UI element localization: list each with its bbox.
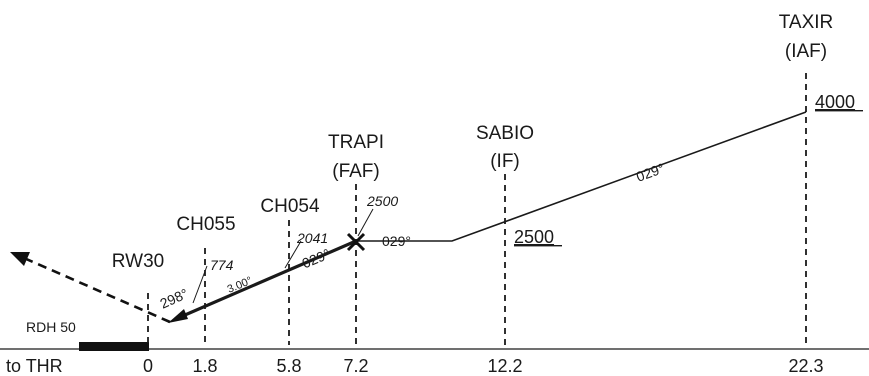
- missed-approach-path: [23, 256, 171, 324]
- leader-trapi: [357, 208, 374, 237]
- rdh-label: RDH 50: [26, 319, 76, 335]
- level-segment-path: [356, 111, 807, 242]
- label-sabio-role: (IF): [490, 151, 520, 172]
- course-level: 029°: [382, 233, 411, 249]
- distance-trapi: 7.2: [343, 356, 368, 376]
- course-final: 029°: [300, 245, 333, 271]
- label-taxir-role: (IAF): [785, 41, 827, 62]
- altitude-ch055: 774: [210, 257, 234, 273]
- label-rw30: RW30: [112, 251, 164, 272]
- label-trapi: TRAPI: [328, 132, 384, 153]
- altitude-ch054: 2041: [296, 230, 328, 246]
- label-sabio: SABIO: [476, 123, 534, 144]
- distance-rw30: 0: [143, 356, 153, 376]
- underline-sabio: [514, 245, 562, 247]
- leader-ch055: [192, 265, 208, 304]
- altitude-sabio: 2500: [514, 227, 554, 247]
- distance-sabio: 12.2: [487, 356, 522, 376]
- label-taxir: TAXIR: [779, 12, 834, 33]
- label-ch055: CH055: [176, 214, 235, 235]
- runway-bar: [79, 342, 149, 351]
- label-ch054: CH054: [260, 196, 320, 217]
- faf-cross-icon: [346, 232, 366, 252]
- distance-label: to THR: [6, 356, 63, 376]
- final-approach-path: [177, 239, 357, 320]
- distance-ch055: 1.8: [192, 356, 217, 376]
- altitude-taxir: 4000: [815, 92, 855, 112]
- course-initial: 029°: [634, 160, 667, 185]
- final-approach-arrowhead: [168, 309, 188, 323]
- course-missed: 298°: [157, 285, 190, 311]
- leader-ch054: [284, 240, 302, 269]
- distance-ch054: 5.8: [276, 356, 301, 376]
- distance-taxir: 22.3: [788, 356, 823, 376]
- label-trapi-role: (FAF): [332, 161, 380, 182]
- missed-approach-arrowhead: [10, 252, 30, 266]
- altitude-trapi: 2500: [366, 193, 398, 209]
- underline-taxir: [815, 110, 863, 112]
